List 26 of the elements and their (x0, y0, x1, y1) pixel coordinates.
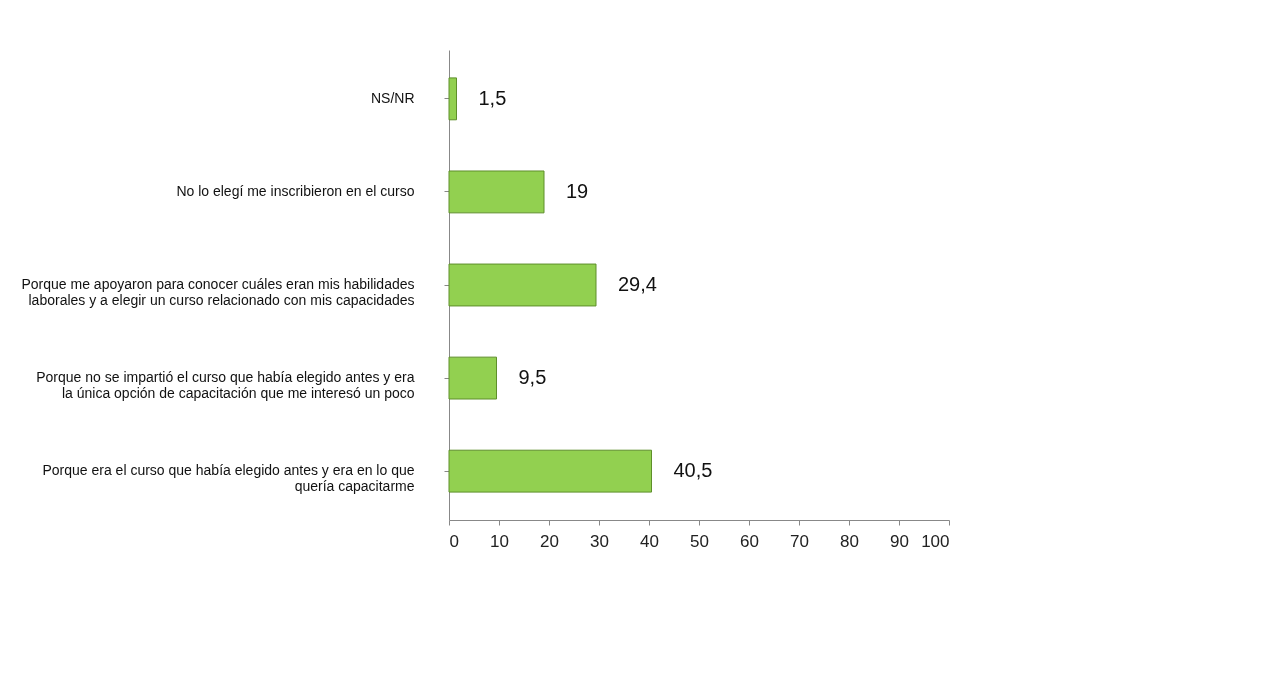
bar (448, 263, 597, 307)
y-tick-label: No lo elegí me inscribieron en el curso (176, 182, 415, 199)
x-tick-label: 40 (640, 531, 659, 551)
data-label: 19 (566, 179, 589, 202)
data-label: 9,5 (518, 366, 547, 389)
data-label: 40,5 (673, 459, 713, 482)
y-tick-label: Porque no se impartió el curso que había elegido antes y era la única opción de capacitación que me interesó un poco (36, 369, 415, 402)
bar (448, 77, 457, 121)
data-label: 1,5 (478, 86, 507, 109)
x-tick-label: 60 (740, 531, 759, 551)
x-tick-label: 90 (890, 531, 909, 551)
x-tick-label: 50 (690, 531, 709, 551)
x-tick-label: 10 (490, 531, 509, 551)
y-tick-label: NS/NR (370, 89, 415, 106)
y-tick-label: Porque era el curso que había elegido antes y era en lo que quería capacitarme (42, 462, 415, 495)
x-tick-label: 20 (540, 531, 559, 551)
data-label: 29,4 (618, 273, 657, 295)
bar (448, 449, 652, 493)
x-tick-label: 0 (449, 531, 459, 551)
bar (448, 356, 497, 400)
y-tick-label: Porque me apoyaron para conocer cuáles eran mis habilidades laborales y a elegir un curso relacionado con mis capacidades (21, 276, 415, 308)
x-tick-label: 80 (840, 531, 859, 551)
bar (448, 170, 545, 214)
x-tick-label: 100 (921, 531, 950, 551)
x-tick-label: 30 (590, 531, 609, 551)
x-tick-label: 70 (790, 531, 809, 551)
